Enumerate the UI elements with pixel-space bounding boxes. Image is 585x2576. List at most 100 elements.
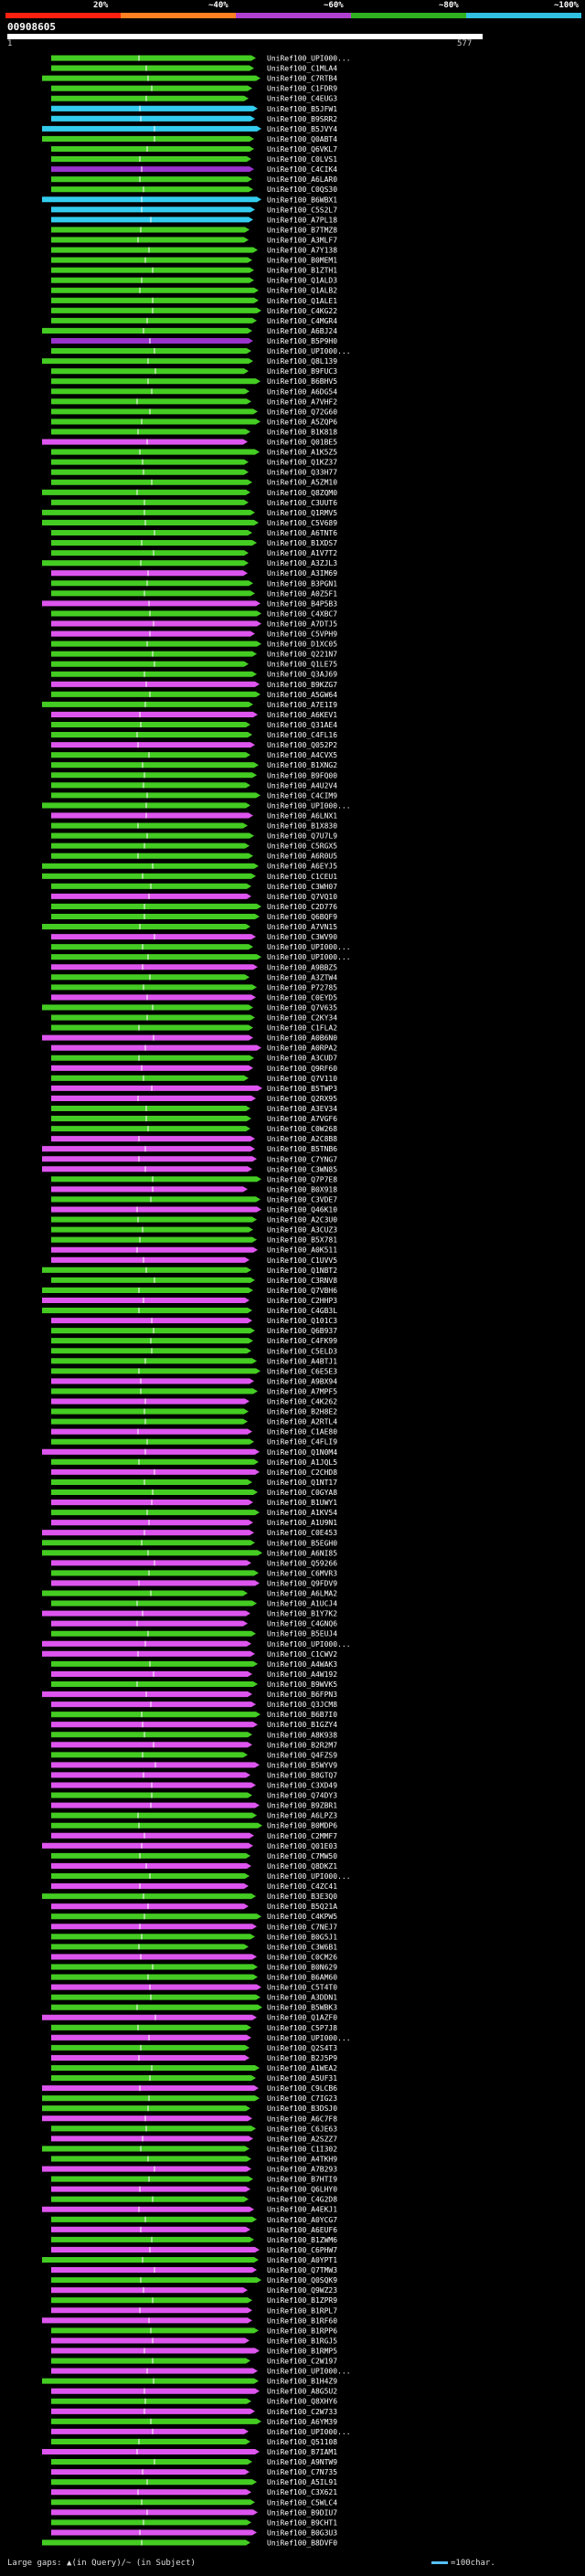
hit-label[interactable]: UniRef100_Q1RMV5 — [267, 509, 337, 517]
hit-label[interactable]: UniRef100_C1UVV5 — [267, 1256, 337, 1265]
hit-label[interactable]: UniRef100_Q9FDV9 — [267, 1579, 337, 1587]
hit-label[interactable]: UniRef100_C4XBC7 — [267, 610, 337, 618]
hit-row[interactable]: UniRef100_B2J5P9 — [51, 2054, 337, 2062]
hit-label[interactable]: UniRef100_Q01E03 — [267, 1842, 337, 1850]
hit-row[interactable]: UniRef100_A9BBZ5 — [51, 963, 337, 971]
hit-label[interactable]: UniRef100_C3UUT6 — [267, 499, 337, 507]
hit-row[interactable]: UniRef100_C4GB3L — [42, 1307, 337, 1315]
hit-label[interactable]: UniRef100_Q9RF60 — [267, 1065, 337, 1073]
hit-row[interactable]: UniRef100_A3CUD7 — [51, 1055, 337, 1063]
hit-label[interactable]: UniRef100_A7Y138 — [267, 247, 337, 255]
hit-label[interactable]: UniRef100_A6DG54 — [267, 387, 337, 396]
hit-label[interactable]: UniRef100_B6WBX1 — [267, 196, 337, 204]
hit-label[interactable]: UniRef100_A1KV54 — [267, 1509, 337, 1517]
hit-label[interactable]: UniRef100_A1K5Z5 — [267, 449, 337, 457]
hit-row[interactable]: UniRef100_A1KV54 — [51, 1509, 337, 1517]
hit-row[interactable]: UniRef100_C1UVV5 — [51, 1256, 337, 1265]
hit-row[interactable]: UniRef100_A6KEV1 — [51, 711, 337, 719]
hit-row[interactable]: UniRef100_UPI000... — [51, 55, 351, 63]
hit-label[interactable]: UniRef100_A6LMA2 — [267, 1590, 337, 1598]
hit-label[interactable]: UniRef100_Q1AZF0 — [267, 2014, 337, 2022]
hit-row[interactable]: UniRef100_B1XNG2 — [51, 761, 337, 769]
hit-row[interactable]: UniRef100_C2CHD8 — [51, 1468, 337, 1477]
hit-row[interactable]: UniRef100_UPI000... — [51, 1872, 351, 1881]
hit-label[interactable]: UniRef100_C3WV90 — [267, 933, 337, 941]
hit-label[interactable]: UniRef100_C5V689 — [267, 519, 337, 527]
hit-label[interactable]: UniRef100_Q6B937 — [267, 1327, 337, 1335]
hit-row[interactable]: UniRef100_C2MMF7 — [51, 1832, 337, 1840]
hit-row[interactable]: UniRef100_Q2S4T3 — [51, 2044, 337, 2052]
hit-row[interactable]: UniRef100_C5P7J8 — [51, 2024, 337, 2032]
hit-label[interactable]: UniRef100_Q01BE5 — [267, 439, 337, 447]
hit-label[interactable]: UniRef100_UPI000... — [267, 2428, 351, 2436]
hit-label[interactable]: UniRef100_A1V7T2 — [267, 549, 337, 557]
hit-label[interactable]: UniRef100_A6EUF6 — [267, 2226, 337, 2234]
hit-label[interactable]: UniRef100_UPI000... — [267, 801, 351, 810]
hit-label[interactable]: UniRef100_B1X830 — [267, 822, 337, 831]
hit-row[interactable]: UniRef100_A8K938 — [51, 1731, 337, 1739]
hit-row[interactable]: UniRef100_A3DDN1 — [51, 1994, 337, 2002]
hit-label[interactable]: UniRef100_Q8L139 — [267, 357, 337, 366]
hit-row[interactable]: UniRef100_C3W6B1 — [51, 1943, 337, 1951]
hit-label[interactable]: UniRef100_C4ZC41 — [267, 1882, 337, 1891]
hit-row[interactable]: UniRef100_Q7V110 — [51, 1075, 337, 1083]
hit-label[interactable]: UniRef100_C4MGR4 — [267, 317, 337, 325]
hit-label[interactable]: UniRef100_B3E3Q0 — [267, 1892, 337, 1901]
hit-label[interactable]: UniRef100_UPI000... — [267, 347, 351, 355]
hit-label[interactable]: UniRef100_A6TNT6 — [267, 529, 337, 537]
hit-label[interactable]: UniRef100_Q0SQK9 — [267, 2276, 337, 2284]
hit-row[interactable]: UniRef100_C6MVR3 — [51, 1569, 337, 1577]
hit-label[interactable]: UniRef100_UPI000... — [267, 2368, 351, 2376]
hit-row[interactable]: UniRef100_A1UCJ4 — [51, 1600, 337, 1608]
hit-row[interactable]: UniRef100_A7Y138 — [51, 247, 337, 255]
hit-row[interactable]: UniRef100_A7PL18 — [51, 216, 337, 224]
hit-label[interactable]: UniRef100_Q33H77 — [267, 469, 337, 477]
hit-label[interactable]: UniRef100_B6BHV5 — [267, 377, 337, 386]
hit-row[interactable]: UniRef100_A1WEA2 — [51, 2064, 337, 2072]
hit-row[interactable]: UniRef100_B6B7I0 — [51, 1711, 337, 1719]
hit-row[interactable]: UniRef100_C9LCB6 — [42, 2084, 337, 2093]
hit-label[interactable]: UniRef100_Q7VBH6 — [267, 1287, 337, 1295]
hit-row[interactable]: UniRef100_A7VGF6 — [51, 1115, 337, 1123]
hit-label[interactable]: UniRef100_Q6BQF9 — [267, 913, 337, 921]
hit-row[interactable]: UniRef100_Q74DY3 — [51, 1792, 337, 1800]
hit-row[interactable]: UniRef100_B6FPN3 — [42, 1691, 337, 1699]
hit-label[interactable]: UniRef100_B2R2M7 — [267, 1741, 337, 1749]
hit-row[interactable]: UniRef100_Q0SQK9 — [51, 2276, 337, 2284]
hit-row[interactable]: UniRef100_A0Z5F1 — [51, 589, 337, 598]
hit-label[interactable]: UniRef100_B1RPL7 — [267, 2306, 337, 2315]
hit-row[interactable]: UniRef100_Q6B937 — [51, 1327, 337, 1335]
hit-row[interactable]: UniRef100_Q7TMW3 — [51, 2266, 337, 2274]
hit-label[interactable]: UniRef100_C3X621 — [267, 2488, 337, 2496]
hit-row[interactable]: UniRef100_A3EV34 — [51, 1105, 337, 1113]
hit-label[interactable]: UniRef100_A5IL91 — [267, 2478, 337, 2486]
hit-row[interactable]: UniRef100_C7N735 — [51, 2468, 337, 2476]
hit-label[interactable]: UniRef100_A0B6N0 — [267, 1034, 337, 1043]
hit-row[interactable]: UniRef100_B7TMZ8 — [51, 226, 337, 234]
hit-label[interactable]: UniRef100_C7RTB4 — [267, 75, 337, 83]
hit-row[interactable]: UniRef100_B9WVK5 — [51, 1680, 337, 1689]
hit-label[interactable]: UniRef100_A3CUD7 — [267, 1055, 337, 1063]
hit-row[interactable]: UniRef100_B1X830 — [51, 822, 337, 831]
hit-row[interactable]: UniRef100_A5ZM10 — [51, 479, 337, 487]
hit-label[interactable]: UniRef100_UPI000... — [267, 55, 351, 63]
hit-label[interactable]: UniRef100_B0G3U3 — [267, 2528, 337, 2537]
hit-row[interactable]: UniRef100_Q0ABT4 — [42, 135, 337, 143]
hit-label[interactable]: UniRef100_Q0ABT4 — [267, 135, 337, 143]
hit-label[interactable]: UniRef100_C0LVS1 — [267, 155, 337, 164]
hit-label[interactable]: UniRef100_B5P9H0 — [267, 337, 337, 345]
hit-label[interactable]: UniRef100_C2MMF7 — [267, 1832, 337, 1840]
hit-label[interactable]: UniRef100_B1ZWM6 — [267, 2236, 337, 2244]
hit-row[interactable]: UniRef100_A2SZZ7 — [51, 2135, 337, 2143]
hit-label[interactable]: UniRef100_B1H4Z9 — [267, 2378, 337, 2386]
hit-row[interactable]: UniRef100_C5WLC4 — [51, 2498, 337, 2507]
hit-row[interactable]: UniRef100_Q31AE4 — [51, 721, 337, 729]
hit-label[interactable]: UniRef100_A1JQL5 — [267, 1458, 337, 1467]
hit-label[interactable]: UniRef100_B1RMP5 — [267, 2347, 337, 2355]
hit-label[interactable]: UniRef100_B9FUC3 — [267, 367, 337, 376]
hit-row[interactable]: UniRef100_B6WBX1 — [42, 196, 337, 204]
hit-label[interactable]: UniRef100_B1ZPR9 — [267, 2296, 337, 2305]
hit-row[interactable]: UniRef100_UPI000... — [42, 1640, 351, 1648]
hit-row[interactable]: UniRef100_A6LPZ3 — [51, 1812, 337, 1820]
hit-label[interactable]: UniRef100_B6AM60 — [267, 1974, 337, 1982]
